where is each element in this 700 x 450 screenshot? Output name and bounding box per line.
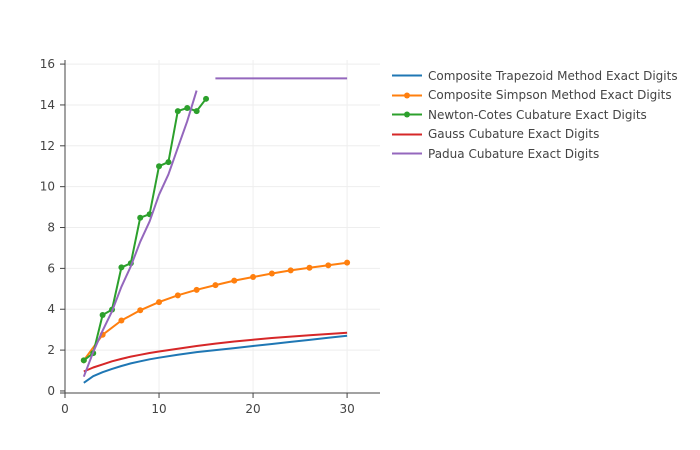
series-line xyxy=(82,90,198,378)
data-point xyxy=(174,108,181,115)
series-composite-trapezoid-method-exact-digits xyxy=(83,334,348,384)
x-tick-label: 10 xyxy=(151,402,166,416)
y-tick-label: 6 xyxy=(47,261,55,275)
legend-item[interactable]: Gauss Cubature Exact Digits xyxy=(392,125,678,145)
y-tick-label: 16 xyxy=(40,57,55,71)
series-gauss-cubature-exact-digits xyxy=(83,331,348,373)
data-point xyxy=(99,311,106,318)
data-point xyxy=(268,270,275,277)
data-point xyxy=(80,357,87,364)
series-line xyxy=(82,261,348,361)
data-point xyxy=(137,307,144,314)
data-point xyxy=(156,299,163,306)
axes xyxy=(60,60,380,398)
data-point xyxy=(118,264,125,271)
x-tick-label: 20 xyxy=(245,402,260,416)
series-lines xyxy=(80,77,351,384)
data-point xyxy=(193,108,200,115)
y-tick-label: 12 xyxy=(40,139,55,153)
series-line xyxy=(83,334,348,384)
y-tick-label: 2 xyxy=(47,343,55,357)
data-point xyxy=(344,259,351,266)
legend-item[interactable]: Padua Cubature Exact Digits xyxy=(392,144,678,164)
series-line xyxy=(83,331,348,373)
data-point xyxy=(165,159,172,166)
data-point xyxy=(306,264,313,271)
data-point xyxy=(137,214,144,221)
legend-item[interactable]: Composite Simpson Method Exact Digits xyxy=(392,86,678,106)
chart-legend: Composite Trapezoid Method Exact Digits C… xyxy=(392,66,678,164)
y-tick-label: 4 xyxy=(47,302,55,316)
data-point xyxy=(287,267,294,274)
data-point xyxy=(212,282,219,289)
tick-labels: 0 10 20 30 0 2 4 6 8 10 12 14 16 xyxy=(40,57,355,416)
data-point xyxy=(193,286,200,293)
legend-label: Padua Cubature Exact Digits xyxy=(428,146,600,161)
data-point xyxy=(156,163,163,170)
series-newton-cotes-cubature-exact-digits xyxy=(80,95,210,364)
y-tick-label: 10 xyxy=(40,180,55,194)
legend-swatch xyxy=(392,92,422,99)
legend-swatch xyxy=(392,152,422,155)
legend-swatch xyxy=(392,74,422,77)
legend-label: Newton-Cotes Cubature Exact Digits xyxy=(428,107,647,122)
data-point xyxy=(203,95,210,102)
legend-label: Composite Simpson Method Exact Digits xyxy=(428,88,672,103)
y-tick-label: 8 xyxy=(47,221,55,235)
y-tick-label: 14 xyxy=(40,98,55,112)
y-tick-label: 0 xyxy=(47,384,55,398)
data-point xyxy=(184,105,191,112)
x-tick-label: 0 xyxy=(61,402,69,416)
legend-item[interactable]: Composite Trapezoid Method Exact Digits xyxy=(392,66,678,86)
data-point xyxy=(118,317,125,324)
data-point xyxy=(231,277,238,284)
data-point xyxy=(325,262,332,269)
series-padua-cubature-exact-digits xyxy=(82,77,348,378)
data-point xyxy=(174,292,181,299)
legend-swatch xyxy=(392,111,422,118)
x-tick-label: 30 xyxy=(339,402,354,416)
series-composite-simpson-method-exact-digits xyxy=(80,259,351,364)
legend-item[interactable]: Newton-Cotes Cubature Exact Digits xyxy=(392,105,678,125)
grid-lines xyxy=(65,60,380,393)
legend-label: Composite Trapezoid Method Exact Digits xyxy=(428,68,678,83)
legend-label: Gauss Cubature Exact Digits xyxy=(428,127,600,142)
data-point xyxy=(250,273,257,280)
legend-swatch xyxy=(392,133,422,136)
